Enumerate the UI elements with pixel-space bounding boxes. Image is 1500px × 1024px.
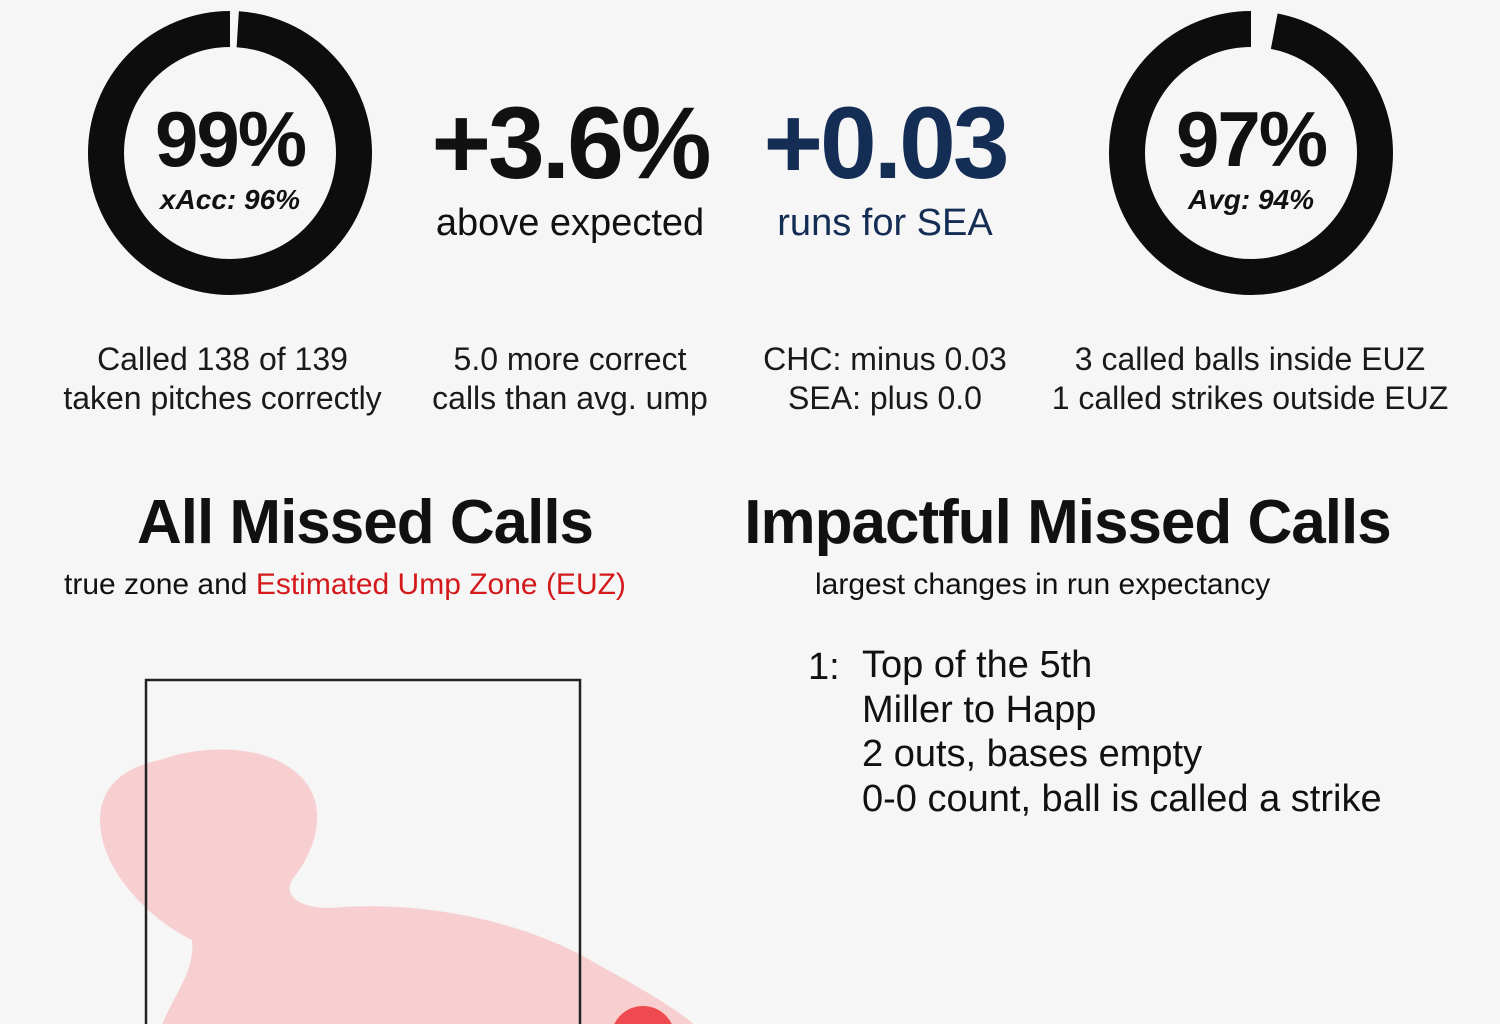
missed-calls-zone-plot xyxy=(100,678,694,1024)
all-missed-calls-subtitle: true zone and Estimated Ump Zone (EUZ) xyxy=(64,570,626,600)
above-expected-desc-line1: 5.0 more correct xyxy=(453,341,687,377)
estimated-ump-zone-area xyxy=(100,749,694,1024)
above-expected-description: 5.0 more correct calls than avg. ump xyxy=(410,340,730,418)
run-impact-desc-line1: CHC: minus 0.03 xyxy=(763,341,1007,377)
run-impact-value: +0.03 xyxy=(763,86,1009,200)
run-impact-caption: runs for SEA xyxy=(777,202,993,244)
run-impact-desc-line2: SEA: plus 0.0 xyxy=(788,380,982,416)
accuracy-ring: 99% xAcc: 96% xyxy=(85,8,375,298)
euz-label: Estimated Ump Zone (EUZ) xyxy=(255,568,626,601)
missed-call-situation: 2 outs, bases empty xyxy=(862,733,1203,775)
missed-call-count-result: 0-0 count, ball is called a strike xyxy=(862,777,1382,820)
missed-call-matchup: Miller to Happ xyxy=(862,688,1097,731)
accuracy-value: 99% xyxy=(154,95,307,183)
true-strike-zone xyxy=(144,678,582,1024)
consistency-value: 97% xyxy=(1175,95,1328,183)
expected-accuracy-label: xAcc: 96% xyxy=(159,184,301,215)
consistency-desc-line2: 1 called strikes outside EUZ xyxy=(1051,380,1449,416)
run-impact-description: CHC: minus 0.03 SEA: plus 0.0 xyxy=(735,340,1035,418)
all-missed-calls-title: All Missed Calls xyxy=(136,488,594,557)
consistency-description: 3 called balls inside EUZ 1 called strik… xyxy=(1030,340,1470,418)
missed-call-number: 1: xyxy=(808,646,840,688)
accuracy-desc-line1: Called 138 of 139 xyxy=(97,341,348,377)
average-consistency-label: Avg: 94% xyxy=(1187,184,1315,215)
accuracy-description: Called 138 of 139 taken pitches correctl… xyxy=(20,340,425,418)
missed-call-point xyxy=(614,1006,672,1024)
true-zone-label: true zone and xyxy=(64,568,248,601)
accuracy-desc-line2: taken pitches correctly xyxy=(63,380,382,416)
above-expected-desc-line2: calls than avg. ump xyxy=(432,380,708,416)
consistency-ring-graphic xyxy=(1109,11,1393,295)
above-expected-caption: above expected xyxy=(435,202,705,244)
above-expected-value: +3.6% xyxy=(431,86,711,200)
missed-call-inning: Top of the 5th xyxy=(862,644,1093,686)
missed-call-details: Top of the 5th Miller to Happ 2 outs, ba… xyxy=(862,643,1382,821)
accuracy-ring-graphic xyxy=(88,11,372,295)
impactful-missed-calls-title: Impactful Missed Calls xyxy=(744,488,1391,557)
consistency-desc-line1: 3 called balls inside EUZ xyxy=(1074,341,1426,377)
impactful-missed-calls-subtitle: largest changes in run expectancy xyxy=(815,568,1271,601)
consistency-ring: 97% Avg: 94% xyxy=(1106,8,1396,298)
